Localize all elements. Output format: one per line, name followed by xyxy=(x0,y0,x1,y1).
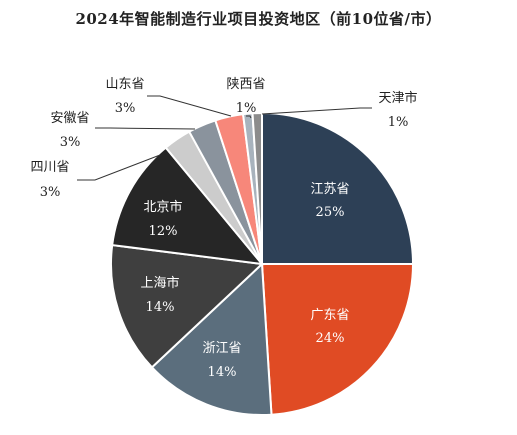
slice-name-label: 浙江省 xyxy=(202,341,241,356)
slice-value-label: 3% xyxy=(40,185,61,200)
leader-line xyxy=(246,115,252,119)
leader-line xyxy=(95,127,196,130)
slice-name-label: 安徽省 xyxy=(50,111,89,126)
slice-name-label: 上海市 xyxy=(140,275,179,291)
slice-name-label: 四川省 xyxy=(30,160,69,175)
slice-value-label: 3% xyxy=(115,101,136,116)
leader-line xyxy=(77,154,161,181)
slice-name-label: 广东省 xyxy=(310,308,349,323)
pie-slice xyxy=(111,146,265,266)
slice-value-label: 3% xyxy=(60,135,81,150)
slice-value-label: 12% xyxy=(149,224,178,239)
slice-name-label: 陕西省 xyxy=(226,77,265,92)
pie-slice xyxy=(261,111,415,265)
chart-title: 2024年智能制造行业项目投资地区（前10位省/市） xyxy=(75,10,442,28)
pie-slice xyxy=(110,243,265,369)
slice-value-label: 1% xyxy=(236,101,257,116)
slice-name-label: 北京市 xyxy=(143,199,182,215)
slice-value-label: 1% xyxy=(388,115,409,130)
slice-value-label: 14% xyxy=(208,365,237,380)
slice-value-label: 24% xyxy=(316,331,345,346)
leader-line xyxy=(261,107,372,115)
slice-name-label: 山东省 xyxy=(105,77,144,92)
pie-slice xyxy=(251,111,263,265)
slice-value-label: 25% xyxy=(316,205,345,220)
pie-slice xyxy=(150,261,273,416)
slice-name-label: 江苏省 xyxy=(310,181,349,197)
pie-slice xyxy=(260,263,415,416)
slice-value-label: 14% xyxy=(146,300,175,315)
leader-line xyxy=(147,95,232,117)
slice-name-label: 天津市 xyxy=(378,90,417,106)
